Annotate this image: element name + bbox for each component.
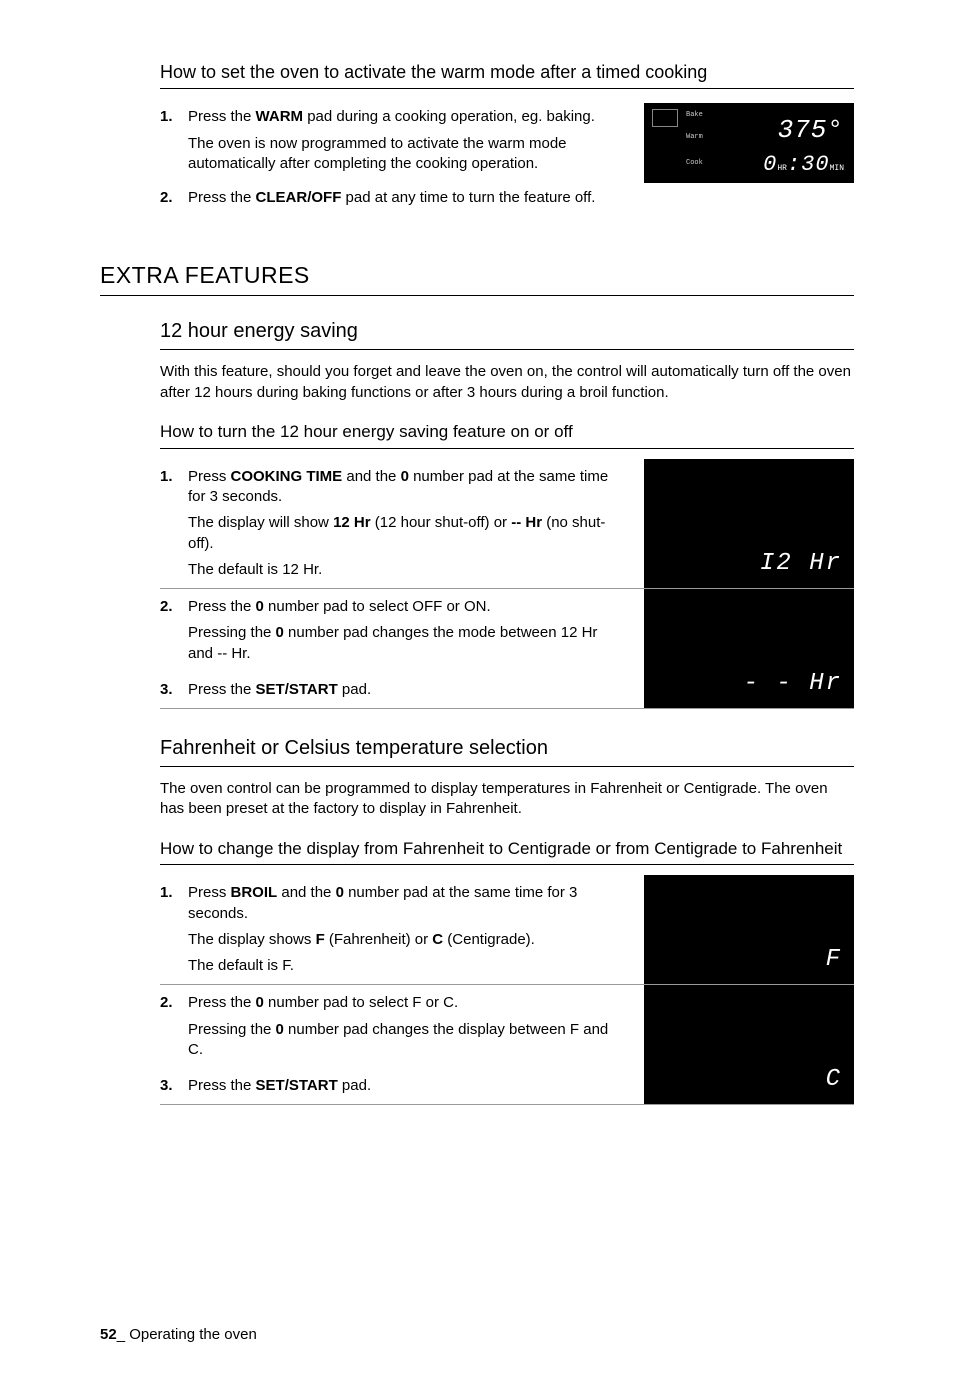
step-text: The display shows F (Fahrenheit) or C (C… — [188, 930, 626, 950]
step-text: Pressing the 0 number pad changes the mo… — [188, 623, 626, 664]
step-text: Press COOKING TIME and the 0 number pad … — [188, 467, 626, 508]
display-value: F — [826, 944, 842, 976]
step-text: The default is F. — [188, 956, 626, 976]
paragraph-12hr: With this feature, should you forget and… — [160, 362, 854, 403]
step-text: Press the CLEAR/OFF pad at any time to t… — [188, 188, 622, 208]
step-text: Press the 0 number pad to select OFF or … — [188, 597, 626, 617]
step-number: 3. — [160, 680, 176, 700]
step-number: 1. — [160, 883, 176, 976]
display-value: I2 Hr — [760, 548, 842, 580]
step-number: 2. — [160, 597, 176, 664]
oven-display-celsius: C — [644, 985, 854, 1104]
display-value: C — [826, 1064, 842, 1096]
heading-12hr-how: How to turn the 12 hour energy saving fe… — [160, 421, 854, 449]
display-timer: 0HR:30MIN — [763, 150, 844, 180]
display-label-bake: Bake — [686, 111, 703, 120]
step-number: 2. — [160, 993, 176, 1060]
page-number: 52 — [100, 1326, 117, 1343]
step-text: Pressing the 0 number pad changes the di… — [188, 1020, 626, 1061]
step-text: Press the 0 number pad to select F or C. — [188, 993, 626, 1013]
step-text: The default is 12 Hr. — [188, 560, 626, 580]
heading-fc: Fahrenheit or Celsius temperature select… — [160, 735, 854, 767]
step-number: 3. — [160, 1076, 176, 1096]
step-text: Press BROIL and the 0 number pad at the … — [188, 883, 626, 924]
display-indicator-box — [652, 109, 678, 127]
oven-display-fahrenheit: F — [644, 875, 854, 984]
heading-warm-mode: How to set the oven to activate the warm… — [160, 60, 854, 89]
step-number: 1. — [160, 107, 176, 180]
footer-chapter: Operating the oven — [129, 1326, 257, 1343]
display-label-warm: Warm — [686, 133, 703, 142]
step-text: The oven is now programmed to activate t… — [188, 134, 622, 175]
page-footer: 52_ Operating the oven — [100, 1325, 854, 1345]
oven-display-bake: Bake Warm Cook 375° 0HR:30MIN — [644, 103, 854, 183]
step-text: Press the SET/START pad. — [188, 1076, 626, 1096]
display-value: - - Hr — [744, 668, 842, 700]
heading-extra-features: EXTRA FEATURES — [100, 260, 854, 296]
step-text: The display will show 12 Hr (12 hour shu… — [188, 513, 626, 554]
heading-fc-how: How to change the display from Fahrenhei… — [160, 838, 854, 866]
step-number: 2. — [160, 188, 176, 214]
step-text: Press the WARM pad during a cooking oper… — [188, 107, 622, 127]
oven-display-12hr: I2 Hr — [644, 459, 854, 588]
paragraph-fc: The oven control can be programmed to di… — [160, 779, 854, 820]
warm-steps: 1. Press the WARM pad during a cooking o… — [160, 103, 632, 218]
step-text: Press the SET/START pad. — [188, 680, 626, 700]
display-temperature: 375° — [778, 113, 844, 148]
display-label-cook: Cook — [686, 159, 703, 168]
heading-12hr: 12 hour energy saving — [160, 318, 854, 350]
step-number: 1. — [160, 467, 176, 580]
oven-display-nohour: - - Hr — [644, 589, 854, 708]
